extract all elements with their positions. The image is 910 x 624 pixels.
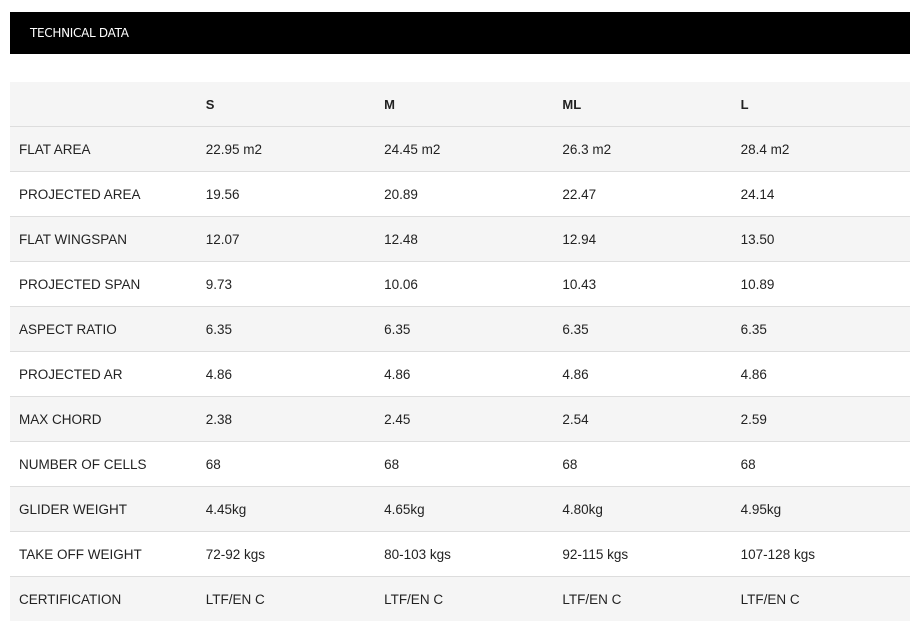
cell-value: 4.65kg [375, 486, 554, 532]
column-header: S [196, 82, 376, 127]
cell-value: 4.95kg [731, 486, 910, 532]
column-header: L [731, 82, 910, 127]
cell-value: 68 [553, 441, 732, 487]
cell-value: 4.86 [196, 351, 376, 397]
table-row: FLAT AREA 22.95 m2 24.45 m2 26.3 m2 28.4 m2 [10, 126, 910, 172]
cell-value: 2.38 [196, 396, 376, 442]
cell-value: 28.4 m2 [731, 126, 910, 172]
cell-value: LTF/EN C [740, 591, 800, 607]
cell-value: 12.48 [375, 216, 554, 262]
cell-value: LTF/EN C [205, 591, 265, 607]
row-label: FLAT AREA [10, 126, 197, 172]
cell-value: 2.54 [553, 396, 732, 442]
cell-value: 10.43 [553, 261, 732, 307]
cell-value: 22.95 m2 [196, 126, 376, 172]
section-header: TECHNICAL DATA [10, 12, 910, 54]
table-row: NUMBER OF CELLS 68 68 68 68 [10, 441, 910, 487]
cell-value: 19.56 [196, 171, 376, 217]
row-label: GLIDER WEIGHT [10, 486, 197, 532]
cell-value: LTF/EN C [562, 591, 622, 607]
column-header [10, 82, 197, 127]
cell-value: 12.94 [553, 216, 732, 262]
cell-value: 6.35 [731, 306, 910, 352]
table-row: TAKE OFF WEIGHT 72-92 kgs 80-103 kgs 92-115… [10, 531, 910, 577]
table-row: GLIDER WEIGHT 4.45kg 4.65kg 4.80kg 4.95kg [10, 486, 910, 532]
technical-data-table: S M ML L FLAT AREA 22.95 m2 24.45 m2 26.3 m2 28… [10, 82, 910, 621]
cell-value: 72-92 kgs [196, 531, 376, 577]
cell-value: 4.86 [553, 351, 732, 397]
cell-value: 6.35 [196, 306, 376, 352]
cell-value: 4.80kg [553, 486, 732, 532]
cell-value: 107-128 kgs [731, 531, 910, 577]
row-label: CERTIFICATION [19, 591, 122, 607]
cell-value: 2.45 [375, 396, 554, 442]
cell-value: LTF/EN C [384, 591, 444, 607]
cell-value: 9.73 [196, 261, 376, 307]
cell-value: 26.3 m2 [553, 126, 732, 172]
cell-value: 6.35 [553, 306, 732, 352]
table-row: PROJECTED AREA 19.56 20.89 22.47 24.14 [10, 171, 910, 217]
cell-value: 2.59 [731, 396, 910, 442]
row-label: MAX CHORD [10, 396, 197, 442]
cell-value: 22.47 [553, 171, 732, 217]
cell-value: 4.86 [375, 351, 554, 397]
cell-value: 10.06 [375, 261, 554, 307]
section-title: TECHNICAL DATA [30, 26, 129, 40]
cell-value: 4.86 [731, 351, 910, 397]
row-label: FLAT WINGSPAN [10, 216, 197, 262]
row-label: PROJECTED AR [10, 351, 197, 397]
table-row: PROJECTED SPAN 9.73 10.06 10.43 10.89 [10, 261, 910, 307]
cell-value: 92-115 kgs [553, 531, 732, 577]
table-row: CERTIFICATION LTF/EN C LTF/EN C LTF/EN C LTF… [10, 576, 910, 621]
cell-value: 10.89 [731, 261, 910, 307]
cell-value: 4.45kg [196, 486, 376, 532]
row-label: PROJECTED SPAN [10, 261, 197, 307]
column-header: M [375, 82, 554, 127]
row-label: ASPECT RATIO [10, 306, 197, 352]
cell-value: 24.45 m2 [375, 126, 554, 172]
table-row: PROJECTED AR 4.86 4.86 4.86 4.86 [10, 351, 910, 397]
header-row: S M ML L [10, 82, 910, 127]
cell-value: 13.50 [731, 216, 910, 262]
column-header: ML [553, 82, 732, 127]
table-row: MAX CHORD 2.38 2.45 2.54 2.59 [10, 396, 910, 442]
table-row: ASPECT RATIO 6.35 6.35 6.35 6.35 [10, 306, 910, 352]
table-row: FLAT WINGSPAN 12.07 12.48 12.94 13.50 [10, 216, 910, 262]
cell-value: 68 [196, 441, 376, 487]
cell-value: 12.07 [196, 216, 376, 262]
row-label: NUMBER OF CELLS [10, 441, 197, 487]
cell-value: 6.35 [375, 306, 554, 352]
row-label: PROJECTED AREA [10, 171, 197, 217]
cell-value: 68 [731, 441, 910, 487]
cell-value: 20.89 [375, 171, 554, 217]
cell-value: 80-103 kgs [375, 531, 554, 577]
cell-value: 24.14 [731, 171, 910, 217]
row-label: TAKE OFF WEIGHT [10, 531, 197, 577]
cell-value: 68 [375, 441, 554, 487]
